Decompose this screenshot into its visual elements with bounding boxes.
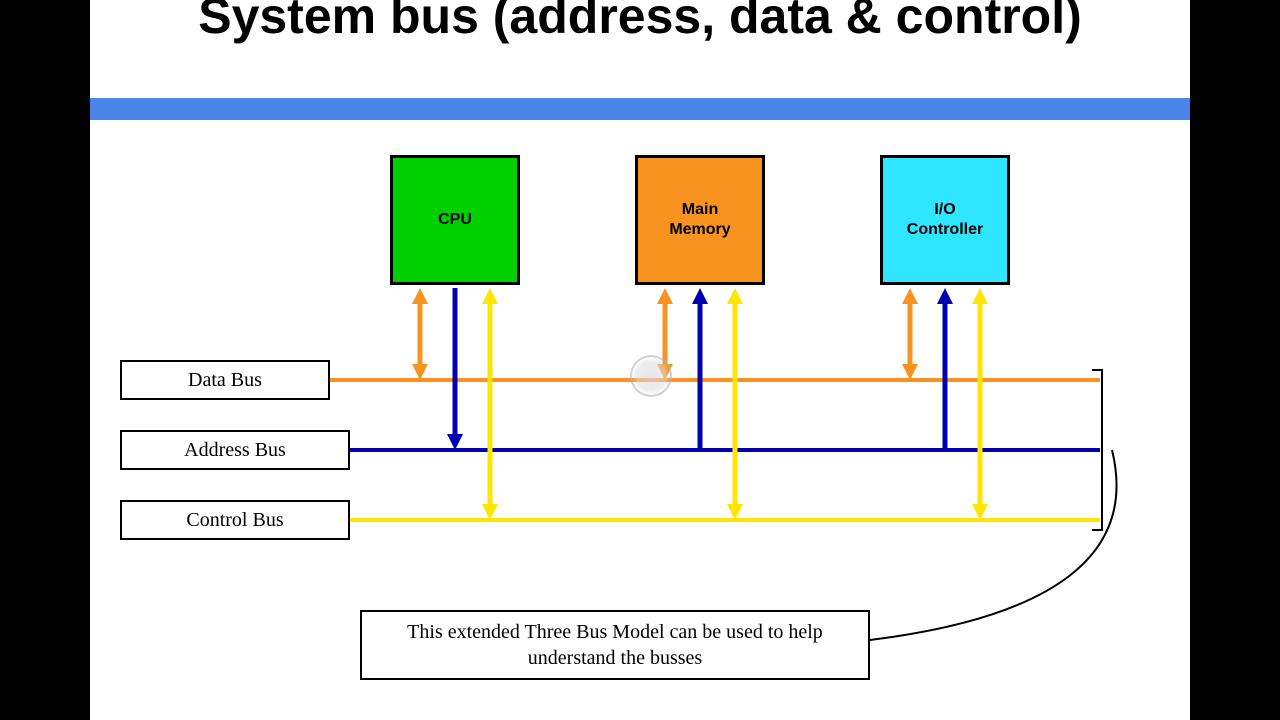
component-io-label: I/O Controller: [907, 200, 983, 240]
caption-text: This extended Three Bus Model can be use…: [378, 619, 852, 671]
component-cpu-label: CPU: [438, 210, 472, 230]
caption-box: This extended Three Bus Model can be use…: [360, 610, 870, 680]
component-memory-label: Main Memory: [669, 200, 730, 240]
bus-label-control-text: Control Bus: [186, 509, 283, 532]
bus-label-control: Control Bus: [120, 500, 350, 540]
component-cpu: CPU: [390, 155, 520, 285]
slide: System bus (address, data & control) CPU…: [90, 0, 1190, 720]
slide-title: System bus (address, data & control): [90, 0, 1190, 43]
component-io: I/O Controller: [880, 155, 1010, 285]
component-memory: Main Memory: [635, 155, 765, 285]
bus-label-data: Data Bus: [120, 360, 330, 400]
bus-label-address: Address Bus: [120, 430, 350, 470]
cursor-ring-icon: [630, 355, 672, 397]
bus-label-data-text: Data Bus: [188, 369, 262, 392]
bus-label-address-text: Address Bus: [184, 439, 286, 462]
accent-bar: [90, 98, 1190, 120]
